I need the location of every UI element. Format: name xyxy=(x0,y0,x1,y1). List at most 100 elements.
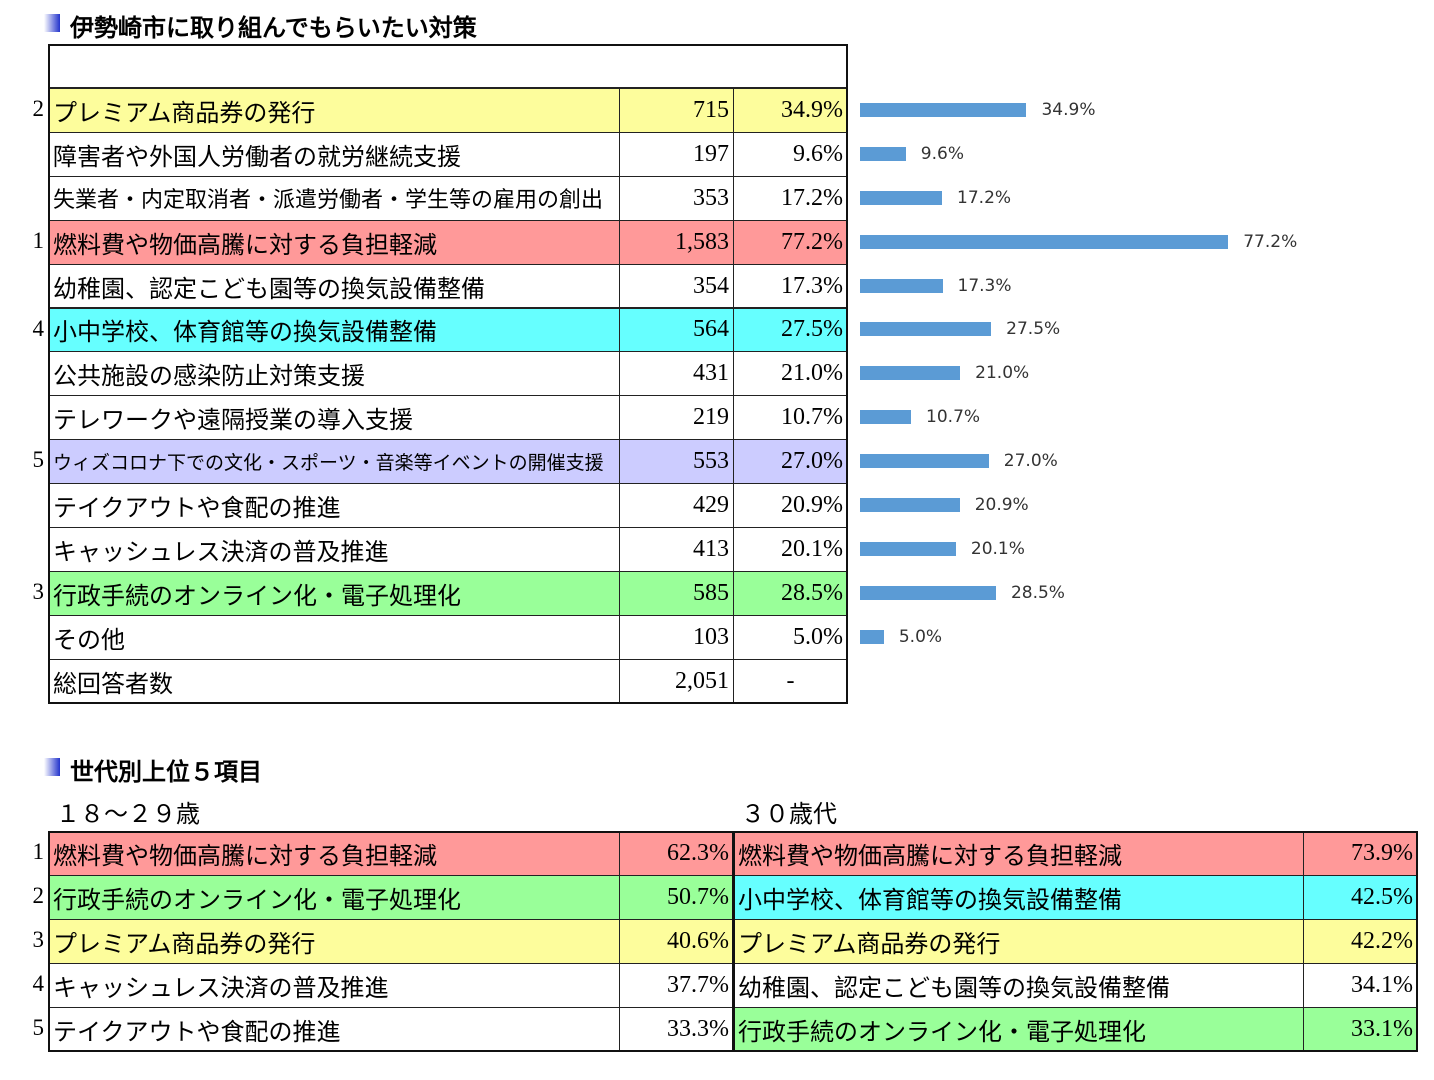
bar xyxy=(860,234,1229,249)
item-label: 公共施設の感染防止対策支援 xyxy=(48,351,620,397)
group-name: １８～２９歳 xyxy=(56,802,200,828)
item-label: テイクアウトや食配の推進 xyxy=(48,483,620,528)
item-label: 失業者・内定取消者・派遣労働者・学生等の雇用の創出 xyxy=(48,175,620,221)
percent: 17.3% xyxy=(733,263,848,309)
section-title: 世代別上位５項目 xyxy=(70,758,262,786)
percent: 40.6% xyxy=(619,918,734,964)
total-count: 2,051 xyxy=(619,658,734,704)
bar-label: 27.0% xyxy=(1003,451,1058,472)
rank: 5 xyxy=(32,1014,45,1040)
title-icon xyxy=(44,14,60,32)
percent: 37.7% xyxy=(619,962,734,1008)
bar xyxy=(860,322,992,337)
title-icon xyxy=(44,758,60,776)
bar xyxy=(860,541,956,556)
percent: 27.0% xyxy=(733,439,848,485)
item-label: キャッシュレス決済の普及推進 xyxy=(48,962,620,1008)
item-label: 行政手続のオンライン化・電子処理化 xyxy=(733,1006,1304,1052)
bar-label: 9.6% xyxy=(920,143,964,164)
bar xyxy=(860,366,961,381)
bar-label: 34.9% xyxy=(1041,99,1096,120)
item-label: プレミアム商品券の発行 xyxy=(48,918,620,964)
bar xyxy=(860,278,943,293)
item-label: テイクアウトや食配の推進 xyxy=(48,1006,620,1052)
item-label: 幼稚園、認定こども園等の換気設備整備 xyxy=(48,263,620,309)
item-label: プレミアム商品券の発行 xyxy=(733,918,1304,964)
bar-label: 20.1% xyxy=(970,538,1025,559)
count: 553 xyxy=(619,439,734,485)
item-label: プレミアム商品券の発行 xyxy=(48,88,620,133)
bar xyxy=(860,585,996,600)
bar-label: 27.5% xyxy=(1006,319,1061,340)
percent: 20.1% xyxy=(733,527,848,572)
total-label: 総回答者数 xyxy=(48,658,620,704)
item-label: 燃料費や物価高騰に対する負担軽減 xyxy=(733,831,1304,876)
percent: 5.0% xyxy=(733,614,848,660)
count: 103 xyxy=(619,614,734,660)
bar xyxy=(860,146,906,161)
item-label: 小中学校、体育館等の換気設備整備 xyxy=(48,307,620,353)
item-label: ウィズコロナ下での文化・スポーツ・音楽等イベントの開催支援 xyxy=(48,439,620,485)
rank: 2 xyxy=(32,882,45,908)
bar xyxy=(860,410,912,425)
count: 429 xyxy=(619,483,734,528)
percent: 33.3% xyxy=(619,1006,734,1052)
percent: 34.9% xyxy=(733,88,848,133)
bar xyxy=(860,102,1027,117)
bar-label: 17.2% xyxy=(957,187,1012,208)
rank: 3 xyxy=(32,926,45,952)
rank: 4 xyxy=(32,315,45,341)
count: 585 xyxy=(619,570,734,616)
percent: 42.2% xyxy=(1303,918,1418,964)
item-label: 障害者や外国人労働者の就労継続支援 xyxy=(48,131,620,177)
bar xyxy=(860,190,943,205)
rank: 1 xyxy=(32,227,45,253)
item-label: 燃料費や物価高騰に対する負担軽減 xyxy=(48,831,620,876)
rank: 3 xyxy=(32,578,45,604)
item-label: テレワークや遠隔授業の導入支援 xyxy=(48,395,620,441)
rank: 4 xyxy=(32,970,45,996)
item-label: 幼稚園、認定こども園等の換気設備整備 xyxy=(733,962,1304,1008)
percent: 42.5% xyxy=(1303,874,1418,920)
rank: 1 xyxy=(32,839,45,864)
percent: 62.3% xyxy=(619,831,734,876)
item-label: その他 xyxy=(48,614,620,660)
percent: 77.2% xyxy=(733,219,848,265)
count: 1,583 xyxy=(619,219,734,265)
count: 564 xyxy=(619,307,734,353)
percent: 73.9% xyxy=(1303,831,1418,876)
item-label: 行政手続のオンライン化・電子処理化 xyxy=(48,570,620,616)
count: 431 xyxy=(619,351,734,397)
item-label: 小中学校、体育館等の換気設備整備 xyxy=(733,874,1304,920)
bar xyxy=(860,454,989,469)
bar-label: 20.9% xyxy=(974,495,1029,516)
item-label: 行政手続のオンライン化・電子処理化 xyxy=(48,874,620,920)
count: 354 xyxy=(619,263,734,309)
count: 353 xyxy=(619,175,734,221)
count: 413 xyxy=(619,527,734,572)
rank: 2 xyxy=(32,96,45,121)
percent: 10.7% xyxy=(733,395,848,441)
count: 219 xyxy=(619,395,734,441)
percent: 17.2% xyxy=(733,175,848,221)
bar-label: 21.0% xyxy=(975,363,1030,384)
bar-label: 5.0% xyxy=(898,626,943,647)
percent: 9.6% xyxy=(733,131,848,177)
item-label: キャッシュレス決済の普及推進 xyxy=(48,527,620,572)
percent: 34.1% xyxy=(1303,962,1418,1008)
rank: 5 xyxy=(32,447,45,473)
bar-label: 10.7% xyxy=(926,407,981,428)
percent: 28.5% xyxy=(733,570,848,616)
percent: 50.7% xyxy=(619,874,734,920)
percent: 33.1% xyxy=(1303,1006,1418,1052)
percent: 21.0% xyxy=(733,351,848,397)
group-name: ３０歳代 xyxy=(741,802,837,828)
bar xyxy=(860,629,884,644)
item-label: 燃料費や物価高騰に対する負担軽減 xyxy=(48,219,620,265)
percent: 27.5% xyxy=(733,307,848,353)
header-row xyxy=(48,44,848,89)
bar xyxy=(860,498,960,513)
percent: 20.9% xyxy=(733,483,848,528)
total-percent: - xyxy=(733,658,848,704)
